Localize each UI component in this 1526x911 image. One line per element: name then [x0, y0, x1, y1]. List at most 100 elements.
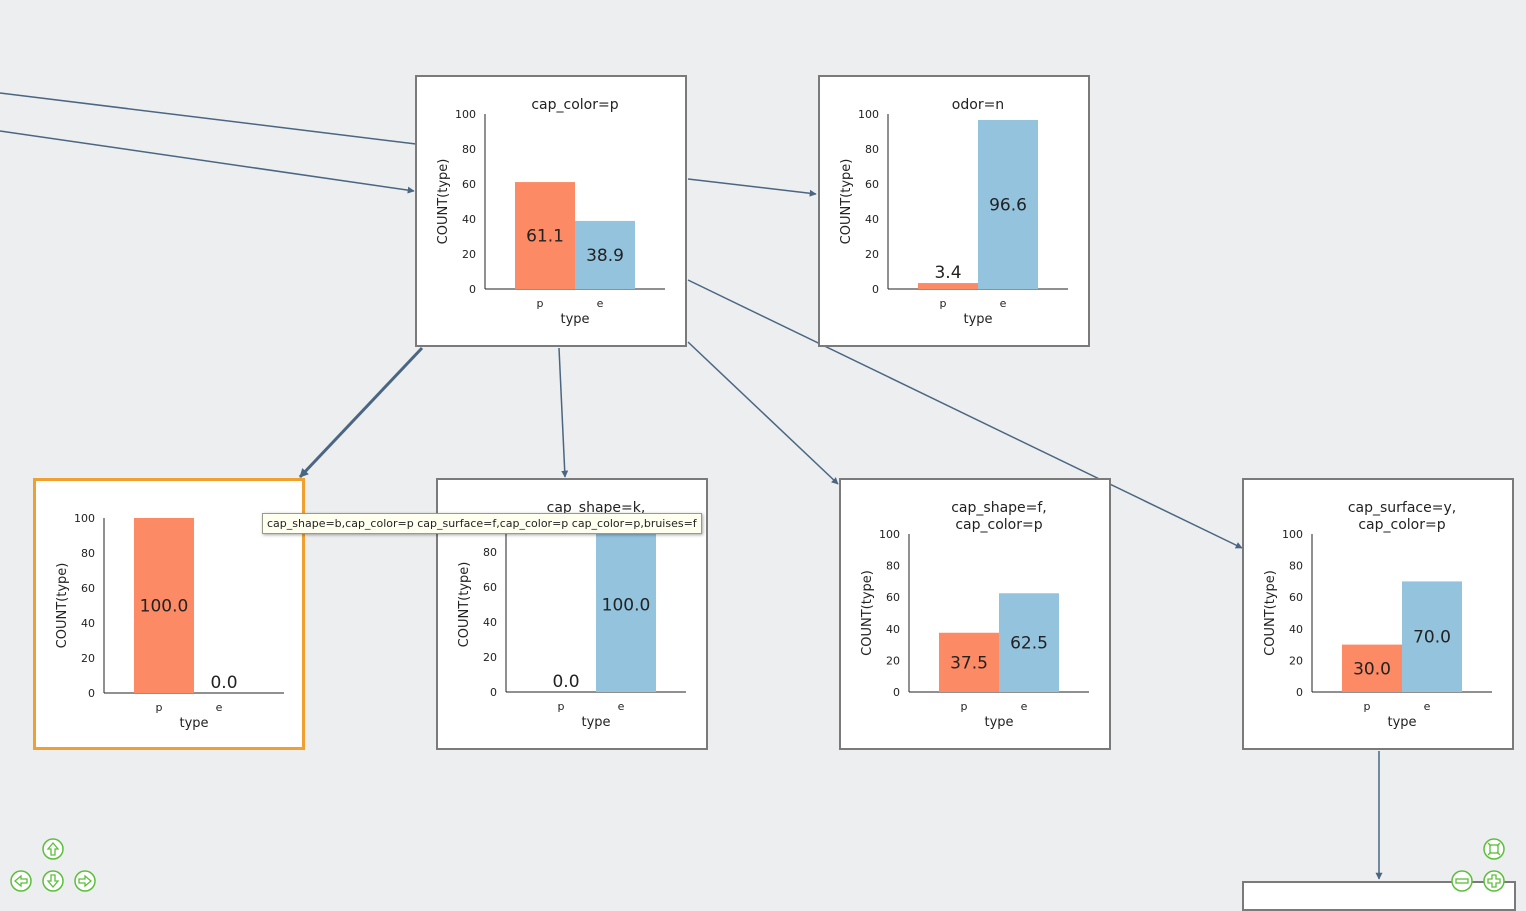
- y-tick-label: 100: [879, 528, 900, 541]
- fit-view-icon: [1483, 838, 1505, 860]
- edge-n1-n5: [687, 341, 839, 485]
- data-label: 100.0: [140, 597, 189, 617]
- y-tick-label: 0: [1296, 686, 1303, 699]
- y-tick-label: 60: [1289, 591, 1303, 604]
- y-tick-label: 60: [81, 582, 95, 595]
- node-partial-offscreen[interactable]: [1242, 881, 1516, 911]
- y-axis-label: COUNT(type): [457, 562, 472, 648]
- x-axis-label: type: [963, 312, 992, 327]
- y-tick-label: 0: [88, 687, 95, 700]
- edge-offscreen-1: [0, 92, 417, 145]
- y-tick-label: 20: [81, 652, 95, 665]
- x-tick-label: e: [618, 700, 625, 713]
- data-label: 38.9: [586, 246, 624, 266]
- data-label: 3.4: [934, 263, 961, 283]
- data-label: 62.5: [1010, 634, 1048, 654]
- node-cap-shape-f-cap-color-p[interactable]: cap_shape=f, cap_color=p COUNT(type) 0 20 40 6…: [839, 478, 1111, 750]
- node-cap-color-p[interactable]: cap_color=p COUNT(type) 0 20 40 60 80 100 61.1 p 3…: [415, 75, 687, 347]
- y-tick-label: 80: [483, 546, 497, 559]
- chart-title: odor=n: [952, 97, 1004, 113]
- y-axis-label: COUNT(type): [1263, 570, 1278, 656]
- bar-p: [939, 632, 999, 692]
- x-tick-label: p: [537, 297, 544, 310]
- bar-chart: cap_shape=k,COUNT(type)0204060801000.0p1…: [457, 500, 686, 730]
- y-tick-label: 80: [886, 560, 900, 573]
- data-label: 30.0: [1353, 659, 1391, 679]
- chart-title: cap_color=p: [531, 97, 618, 113]
- chart-title: cap_surface=y,: [1348, 500, 1456, 516]
- zoom-in-button[interactable]: [1483, 870, 1505, 892]
- y-tick-label: 40: [483, 616, 497, 629]
- bar-chart: cap_color=p COUNT(type) 0 20 40 60 80 100 61.1 p 3…: [436, 97, 665, 327]
- y-tick-label: 40: [865, 213, 879, 226]
- bar-e: [999, 593, 1059, 692]
- bar-chart: cap_shape=f,cap_color=p COUNT(type) 0 20 40 6…: [860, 500, 1089, 730]
- bar-e: [596, 517, 656, 692]
- node-odor-n[interactable]: odor=n COUNT(type) 0 20 40 60 80 100 3.4 p 96.6 e ty…: [818, 75, 1090, 347]
- chart-title: cap_shape=k,: [547, 500, 646, 516]
- pan-up-button[interactable]: [42, 838, 64, 860]
- x-tick-label: e: [1021, 700, 1028, 713]
- x-tick-label: e: [597, 297, 604, 310]
- x-tick-label: e: [1424, 700, 1431, 713]
- y-tick-label: 100: [455, 108, 476, 121]
- fit-view-button[interactable]: [1483, 838, 1505, 860]
- y-tick-label: 60: [886, 591, 900, 604]
- y-tick-label: 40: [886, 623, 900, 636]
- y-tick-label: 20: [1289, 654, 1303, 667]
- pan-left-button[interactable]: [10, 870, 32, 892]
- y-tick-label: 40: [81, 617, 95, 630]
- edge-offscreen-2: [0, 130, 415, 194]
- y-tick-label: 0: [893, 686, 900, 699]
- down-arrow-icon: [42, 870, 64, 892]
- data-label: 0.0: [210, 673, 237, 693]
- bar-chart: cap_surface=y,cap_color=p COUNT(type) 0 20 4…: [1263, 500, 1492, 730]
- edge-n1-n6: [687, 279, 1243, 549]
- zoom-in-icon: [1483, 870, 1505, 892]
- data-label: 37.5: [950, 653, 988, 673]
- y-tick-label: 20: [865, 248, 879, 261]
- y-tick-label: 20: [483, 651, 497, 664]
- bar-chart: odor=n COUNT(type) 0 20 40 60 80 100 3.4 p 96.6 ety…: [839, 97, 1068, 327]
- zoom-out-button[interactable]: [1451, 870, 1473, 892]
- bar-p: [515, 182, 575, 289]
- chart-title: cap_color=p: [1358, 517, 1445, 533]
- bar-p: [918, 283, 978, 289]
- y-tick-label: 60: [462, 178, 476, 191]
- edge-n1-n4: [558, 347, 569, 478]
- x-axis-label: type: [984, 715, 1013, 730]
- node-cap-surface-y-cap-color-p[interactable]: cap_surface=y, cap_color=p COUNT(type) 0 20 4…: [1242, 478, 1514, 750]
- pan-down-button[interactable]: [42, 870, 64, 892]
- y-axis-label: COUNT(type): [55, 563, 70, 649]
- zoom-out-icon: [1451, 870, 1473, 892]
- y-axis-label: COUNT(type): [436, 159, 451, 245]
- up-arrow-icon: [42, 838, 64, 860]
- y-tick-label: 80: [865, 143, 879, 156]
- y-tick-label: 0: [872, 283, 879, 296]
- y-tick-label: 100: [74, 512, 95, 525]
- bar-e: [575, 220, 635, 289]
- edge-n1-n3: [298, 346, 424, 479]
- y-tick-label: 80: [81, 547, 95, 560]
- pan-right-button[interactable]: [74, 870, 96, 892]
- bar-e: [1402, 581, 1462, 692]
- x-tick-label: p: [961, 700, 968, 713]
- y-axis-label: COUNT(type): [860, 570, 875, 656]
- bar-p: [1342, 644, 1402, 692]
- x-tick-label: p: [940, 297, 947, 310]
- data-label: 61.1: [526, 227, 564, 247]
- y-tick-label: 80: [1289, 560, 1303, 573]
- y-tick-label: 40: [1289, 623, 1303, 636]
- chart-title: cap_shape=f,: [951, 500, 1047, 516]
- data-label: 0.0: [552, 672, 579, 692]
- node-selected[interactable]: COUNT(type) 0 20 40 60 80 100 100.0 p 0.0 e type: [33, 478, 305, 750]
- node-cap-shape-k[interactable]: cap_shape=k,COUNT(type)0204060801000.0p1…: [436, 478, 708, 750]
- left-arrow-icon: [10, 870, 32, 892]
- x-tick-label: e: [216, 701, 223, 714]
- x-axis-label: type: [581, 715, 610, 730]
- y-tick-label: 60: [483, 581, 497, 594]
- data-label: 70.0: [1413, 628, 1451, 648]
- y-tick-label: 0: [490, 686, 497, 699]
